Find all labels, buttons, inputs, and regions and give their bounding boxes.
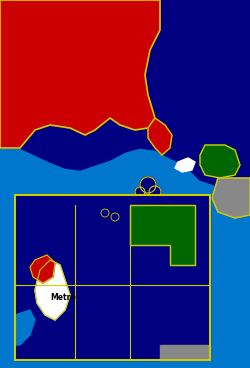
- Polygon shape: [148, 118, 172, 155]
- Circle shape: [140, 177, 156, 193]
- Polygon shape: [0, 0, 160, 148]
- Circle shape: [149, 186, 161, 198]
- Polygon shape: [15, 310, 35, 345]
- Text: Metro: Metro: [50, 294, 76, 302]
- Bar: [15, 195, 210, 360]
- Circle shape: [135, 187, 145, 197]
- Polygon shape: [30, 255, 55, 283]
- Polygon shape: [130, 205, 195, 265]
- Polygon shape: [160, 345, 210, 360]
- Polygon shape: [175, 158, 195, 172]
- Polygon shape: [0, 0, 250, 195]
- Polygon shape: [200, 145, 240, 178]
- Circle shape: [101, 209, 109, 217]
- Circle shape: [111, 213, 119, 221]
- Polygon shape: [35, 260, 70, 320]
- Polygon shape: [212, 178, 250, 218]
- Bar: [15, 195, 210, 360]
